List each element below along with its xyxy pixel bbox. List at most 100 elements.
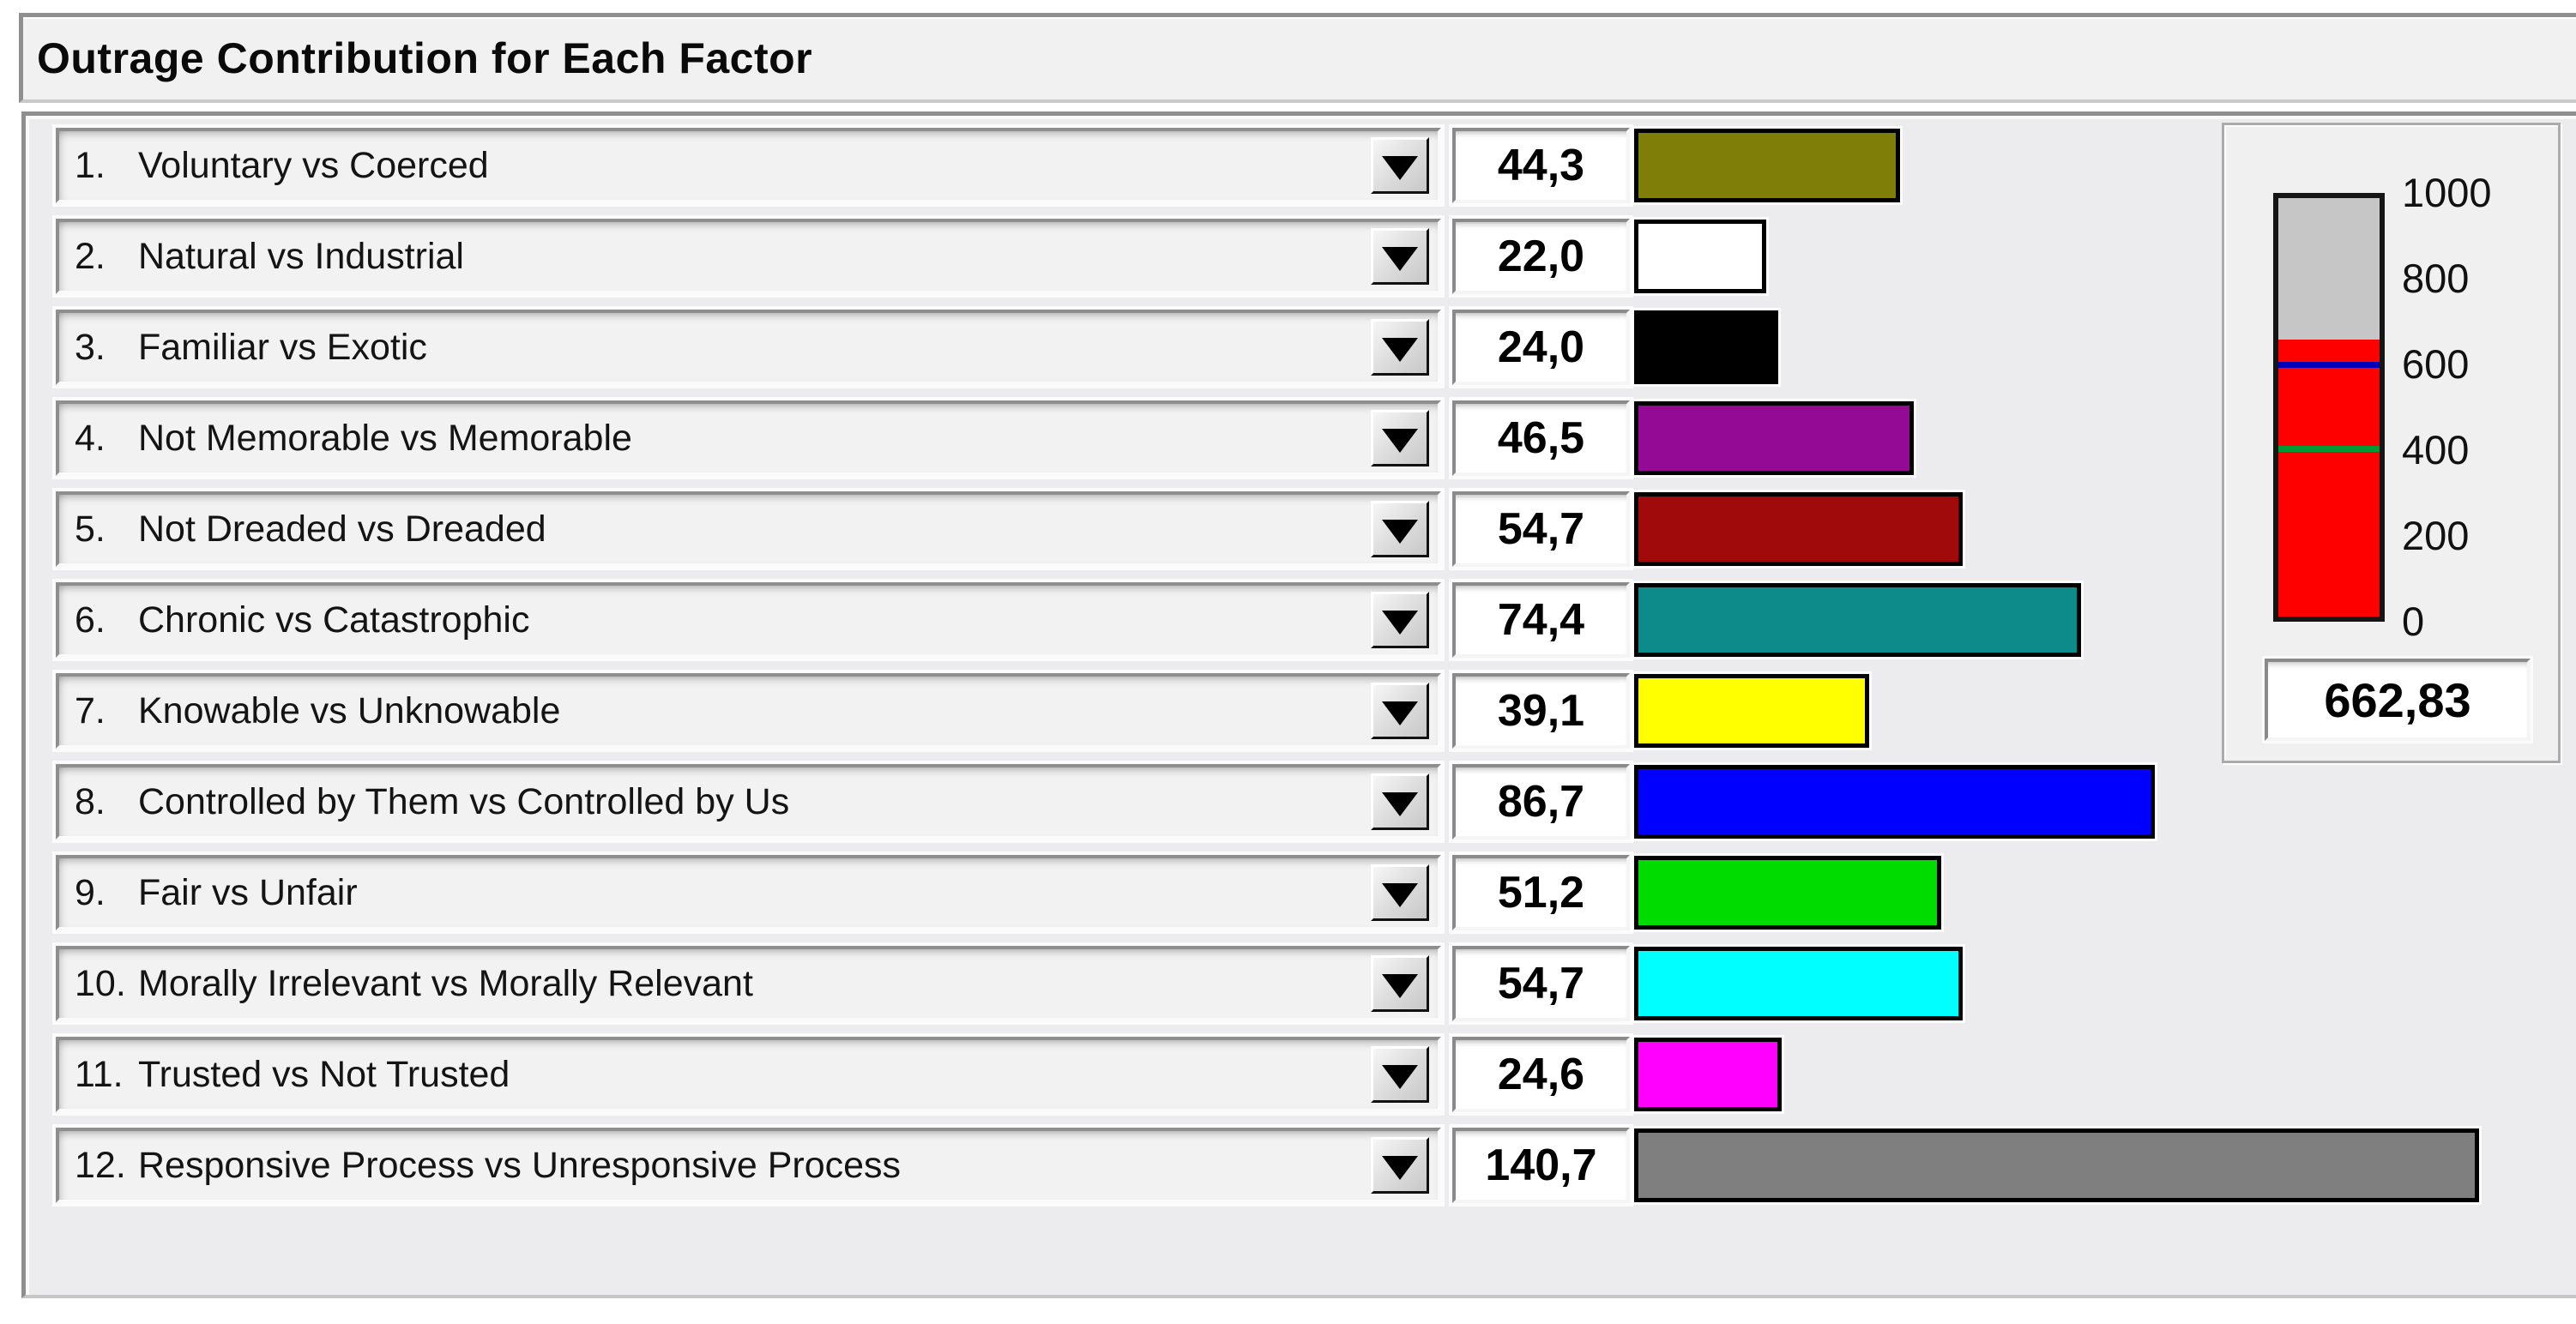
- factor-row: 8. Controlled by Them vs Controlled by U…: [26, 764, 2576, 840]
- factor-row: 7. Knowable vs Unknowable 39,1: [26, 673, 2576, 749]
- factor-label: Responsive Process vs Unresponsive Proce…: [138, 1144, 902, 1186]
- factor-bar: [1634, 583, 2081, 657]
- factor-bar: [1634, 310, 1778, 384]
- factor-row: 12. Responsive Process vs Unresponsive P…: [26, 1128, 2576, 1203]
- dropdown-button[interactable]: [1371, 137, 1429, 194]
- factor-bar: [1634, 220, 1766, 293]
- factor-label: Not Memorable vs Memorable: [138, 417, 632, 459]
- gauge-thermometer: [2273, 193, 2385, 622]
- factor-row: 3. Familiar vs Exotic 24,0: [26, 310, 2576, 385]
- factor-value-input[interactable]: 54,7: [1452, 491, 1630, 567]
- factor-row: 6. Chronic vs Catastrophic 74,4: [26, 582, 2576, 658]
- dropdown-button[interactable]: [1371, 683, 1429, 739]
- chevron-down-icon: [1382, 1156, 1418, 1180]
- factor-bar: [1634, 401, 1914, 475]
- chevron-down-icon: [1382, 247, 1418, 271]
- factor-bar: [1634, 129, 1900, 202]
- factor-value-input[interactable]: 86,7: [1452, 764, 1630, 840]
- dropdown-button[interactable]: [1371, 1137, 1429, 1194]
- factor-row: 5. Not Dreaded vs Dreaded 54,7: [26, 491, 2576, 567]
- factor-value-input[interactable]: 24,6: [1452, 1037, 1630, 1112]
- factor-select[interactable]: 9. Fair vs Unfair: [56, 855, 1441, 930]
- factor-value-input[interactable]: 140,7: [1452, 1128, 1630, 1203]
- factor-number: 7.: [75, 689, 106, 731]
- factor-number: 3.: [75, 326, 106, 368]
- dropdown-button[interactable]: [1371, 319, 1429, 376]
- dropdown-button[interactable]: [1371, 955, 1429, 1012]
- factor-select[interactable]: 3. Familiar vs Exotic: [56, 310, 1441, 385]
- factor-label: Familiar vs Exotic: [138, 326, 427, 368]
- gauge-tick-label: 0: [2402, 599, 2425, 644]
- factor-select[interactable]: 12. Responsive Process vs Unresponsive P…: [56, 1128, 1441, 1203]
- factor-value-input[interactable]: 51,2: [1452, 855, 1630, 930]
- factor-label: Trusted vs Not Trusted: [138, 1053, 510, 1095]
- factor-value-input[interactable]: 54,7: [1452, 946, 1630, 1021]
- factor-row: 9. Fair vs Unfair 51,2: [26, 855, 2576, 930]
- gauge-tick-label: 400: [2402, 427, 2470, 472]
- factor-row: 10. Morally Irrelevant vs Morally Releva…: [26, 946, 2576, 1021]
- chevron-down-icon: [1382, 701, 1418, 725]
- factor-bar: [1634, 947, 1963, 1020]
- factor-bar: [1634, 492, 1963, 566]
- factor-number: 1.: [75, 144, 106, 186]
- chevron-down-icon: [1382, 792, 1418, 816]
- factor-label: Voluntary vs Coerced: [138, 144, 489, 186]
- outrage-gauge-panel: 1000 800 600 400 200 0 662,83: [2222, 123, 2561, 763]
- factor-select[interactable]: 5. Not Dreaded vs Dreaded: [56, 491, 1441, 567]
- dropdown-button[interactable]: [1371, 228, 1429, 285]
- factor-bar: [1634, 1038, 1782, 1111]
- factor-value-input[interactable]: 46,5: [1452, 400, 1630, 476]
- total-outrage-value: 662,83: [2265, 659, 2531, 741]
- factor-label: Not Dreaded vs Dreaded: [138, 508, 546, 550]
- dropdown-button[interactable]: [1371, 501, 1429, 557]
- outrage-factors-panel: 1. Voluntary vs Coerced 44,3 2. Natural …: [21, 111, 2576, 1298]
- title-bar: Outrage Contribution for Each Factor: [19, 13, 2576, 103]
- gauge-tick-label: 1000: [2402, 170, 2492, 215]
- dropdown-button[interactable]: [1371, 773, 1429, 830]
- factor-label: Controlled by Them vs Controlled by Us: [138, 780, 790, 822]
- factor-bar: [1634, 765, 2155, 839]
- gauge-tick-label: 800: [2402, 256, 2470, 301]
- factor-bar: [1634, 856, 1941, 930]
- gauge-tick-label: 200: [2402, 513, 2470, 558]
- chevron-down-icon: [1382, 338, 1418, 362]
- chevron-down-icon: [1382, 1065, 1418, 1089]
- factor-select[interactable]: 1. Voluntary vs Coerced: [56, 128, 1441, 203]
- dropdown-button[interactable]: [1371, 592, 1429, 648]
- factor-select[interactable]: 10. Morally Irrelevant vs Morally Releva…: [56, 946, 1441, 1021]
- factor-number: 12.: [75, 1144, 126, 1186]
- factor-select[interactable]: 11. Trusted vs Not Trusted: [56, 1037, 1441, 1112]
- chevron-down-icon: [1382, 974, 1418, 998]
- factor-select[interactable]: 6. Chronic vs Catastrophic: [56, 582, 1441, 658]
- factor-number: 6.: [75, 599, 106, 641]
- factor-label: Fair vs Unfair: [138, 871, 358, 913]
- factor-label: Morally Irrelevant vs Morally Relevant: [138, 962, 753, 1004]
- chevron-down-icon: [1382, 429, 1418, 453]
- factor-number: 4.: [75, 417, 106, 459]
- factor-label: Knowable vs Unknowable: [138, 689, 561, 731]
- chevron-down-icon: [1382, 883, 1418, 907]
- factor-label: Natural vs Industrial: [138, 235, 464, 277]
- factor-row: 1. Voluntary vs Coerced 44,3: [26, 128, 2576, 203]
- factor-row: 4. Not Memorable vs Memorable 46,5: [26, 400, 2576, 476]
- factor-value-input[interactable]: 39,1: [1452, 673, 1630, 749]
- gauge-marker-600: [2278, 362, 2380, 368]
- dropdown-button[interactable]: [1371, 1046, 1429, 1103]
- factor-bar: [1634, 1128, 2479, 1202]
- gauge-tick-label: 600: [2402, 341, 2470, 387]
- factor-select[interactable]: 2. Natural vs Industrial: [56, 219, 1441, 294]
- factor-value-input[interactable]: 22,0: [1452, 219, 1630, 294]
- factor-number: 2.: [75, 235, 106, 277]
- factor-value-input[interactable]: 44,3: [1452, 128, 1630, 203]
- factor-value-input[interactable]: 24,0: [1452, 310, 1630, 385]
- factor-number: 8.: [75, 780, 106, 822]
- factor-select[interactable]: 4. Not Memorable vs Memorable: [56, 400, 1441, 476]
- factor-select[interactable]: 8. Controlled by Them vs Controlled by U…: [56, 764, 1441, 840]
- chevron-down-icon: [1382, 611, 1418, 635]
- factor-select[interactable]: 7. Knowable vs Unknowable: [56, 673, 1441, 749]
- chevron-down-icon: [1382, 156, 1418, 180]
- dropdown-button[interactable]: [1371, 864, 1429, 921]
- dropdown-button[interactable]: [1371, 410, 1429, 466]
- factor-value-input[interactable]: 74,4: [1452, 582, 1630, 658]
- factor-row: 11. Trusted vs Not Trusted 24,6: [26, 1037, 2576, 1112]
